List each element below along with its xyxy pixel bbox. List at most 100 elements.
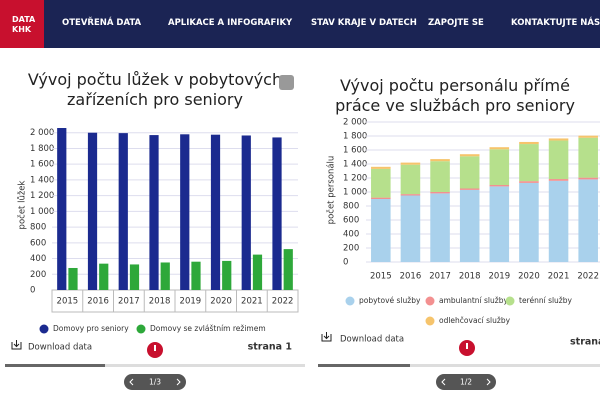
y-tick-label: 1 000 (343, 188, 367, 198)
bar-segment (459, 188, 480, 190)
bar (57, 128, 67, 290)
legend-label: ambulantní služby (439, 296, 508, 305)
bar (210, 134, 221, 290)
bar-segment (400, 195, 421, 262)
bar-segment (489, 186, 510, 262)
bar-segment (519, 181, 539, 183)
bar-segment (371, 197, 391, 199)
x-tick-label: 2021 (241, 297, 263, 307)
bar-segment (548, 140, 569, 180)
x-tick-label: 2019 (488, 272, 510, 282)
page-label: strana (570, 337, 600, 348)
x-tick-label: 2018 (149, 297, 171, 307)
y-tick-label: 1 800 (30, 144, 54, 154)
scrollbar[interactable] (318, 364, 600, 367)
legend-label: odlehčovací služby (439, 316, 511, 325)
bar (118, 133, 128, 290)
pager-arrows[interactable] (129, 378, 491, 386)
x-tick-label: 2022 (577, 272, 599, 282)
x-tick-label: 2021 (548, 272, 570, 282)
bar (129, 264, 140, 290)
nav-item[interactable]: KONTAKTUJTE NÁS (511, 18, 600, 28)
download-link[interactable]: Download data (28, 343, 92, 353)
scrollbar[interactable] (5, 364, 305, 367)
logo[interactable]: DATA KHK (0, 0, 44, 48)
bar (241, 135, 251, 290)
download-link[interactable]: Download data (340, 335, 404, 345)
legend-marker (425, 296, 435, 306)
bar (272, 137, 282, 290)
pager[interactable] (124, 374, 186, 390)
legend-marker (425, 316, 435, 326)
x-tick-label: 2022 (272, 297, 294, 307)
pager-label: 1/3 (149, 378, 161, 387)
bar-segment (489, 147, 510, 150)
y-tick-label: 1 600 (343, 146, 367, 156)
bar-segment (519, 141, 539, 145)
x-tick-label: 2018 (459, 272, 481, 282)
y-tick-label: 2 000 (343, 118, 367, 128)
y-tick-label: 200 (343, 244, 359, 254)
bar-segment (578, 177, 598, 180)
bar-segment (400, 164, 421, 195)
legend-label: Domovy pro seniory (53, 324, 129, 333)
bar (149, 135, 159, 290)
bar-segment (548, 138, 569, 141)
y-tick-label: 800 (30, 223, 46, 233)
bar-segment (430, 192, 450, 194)
y-tick-label: 0 (30, 286, 35, 296)
y-tick-label: 600 (30, 238, 46, 248)
logo-line: KHK (12, 25, 32, 34)
y-tick-label: 1 600 (30, 160, 54, 170)
bar (99, 263, 109, 290)
x-tick-label: 2017 (429, 272, 451, 282)
pager-label: 1/2 (460, 378, 472, 387)
nav-item[interactable]: ZAPOJTE SE (428, 18, 484, 28)
y-tick-label: 1 400 (30, 175, 54, 185)
legend-label: terénní služby (519, 296, 573, 305)
legend-label: Domovy se zvláštním režimem (150, 324, 266, 333)
header: DATA KHK OTEVŘENÁ DATA APLIKACE A INFOGRA… (0, 0, 600, 48)
bar (68, 267, 78, 290)
x-tick-label: 2020 (210, 297, 232, 307)
y-tick-label: 0 (343, 258, 348, 268)
bar (222, 260, 232, 290)
legend-marker (136, 324, 146, 334)
x-tick-label: 2016 (400, 272, 422, 282)
y-tick-label: 1 400 (343, 160, 367, 170)
alert-icon-mark (154, 345, 156, 351)
download-icon[interactable] (279, 75, 294, 90)
y-tick-label: 1 200 (343, 174, 367, 184)
y-tick-label: 1 000 (30, 207, 54, 217)
bar-segment (548, 179, 569, 181)
bar-segment (548, 180, 569, 262)
nav-item[interactable]: STAV KRAJE V DATECH (311, 18, 417, 28)
bar-segment (578, 135, 598, 138)
y-tick-label: 2 000 (30, 128, 54, 138)
bar-segment (578, 137, 598, 178)
legend-label: pobytové služby (359, 296, 421, 305)
download-icon[interactable] (321, 332, 332, 342)
scroll-thumb[interactable] (318, 364, 410, 367)
x-tick-label: 2016 (87, 297, 109, 307)
pager[interactable] (436, 374, 496, 390)
y-tick-label: 800 (343, 202, 359, 212)
bar-segment (430, 193, 450, 262)
scroll-thumb[interactable] (5, 364, 105, 367)
bar-segment (519, 182, 539, 262)
logo-line: DATA (12, 15, 36, 24)
y-tick-label: 600 (343, 216, 359, 226)
nav-item[interactable]: OTEVŘENÁ DATA (62, 18, 142, 28)
download-icon[interactable] (11, 340, 22, 350)
y-axis-title: počet personálu (326, 156, 337, 225)
y-tick-label: 200 (30, 270, 46, 280)
y-tick-label: 400 (30, 254, 46, 264)
bar-segment (430, 161, 450, 192)
bar-segment (430, 159, 450, 162)
legend-marker (505, 296, 515, 306)
bar (191, 261, 201, 290)
bar (283, 249, 293, 290)
bar-segment (371, 199, 391, 262)
nav-item[interactable]: APLIKACE A INFOGRAFIKY (168, 18, 293, 28)
